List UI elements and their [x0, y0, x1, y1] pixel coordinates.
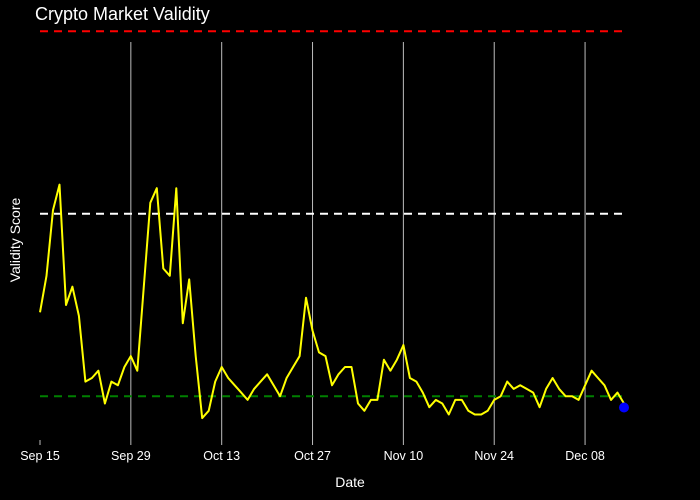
x-gridlines	[130, 42, 586, 440]
chart-title: Crypto Market Validity	[35, 4, 210, 24]
x-tick-label: Dec 08	[565, 449, 605, 463]
last-point-marker	[619, 402, 629, 413]
x-tick-label: Sep 15	[20, 449, 60, 463]
reference-lines	[40, 30, 624, 398]
x-axis-label: Date	[335, 474, 365, 490]
x-tick-label: Nov 10	[384, 449, 424, 463]
x-ticks: Sep 15 Sep 29 Oct 13 Oct 27 Nov 10 Nov 24 Dec …	[20, 440, 605, 463]
series-line	[39, 183, 625, 420]
x-tick-label: Oct 13	[203, 449, 240, 463]
y-axis-label: Validity Score	[7, 198, 23, 283]
x-tick-label: Nov 24	[474, 449, 514, 463]
x-tick-label: Oct 27	[294, 449, 331, 463]
series-group	[39, 183, 629, 420]
x-tick-label: Sep 29	[111, 449, 151, 463]
